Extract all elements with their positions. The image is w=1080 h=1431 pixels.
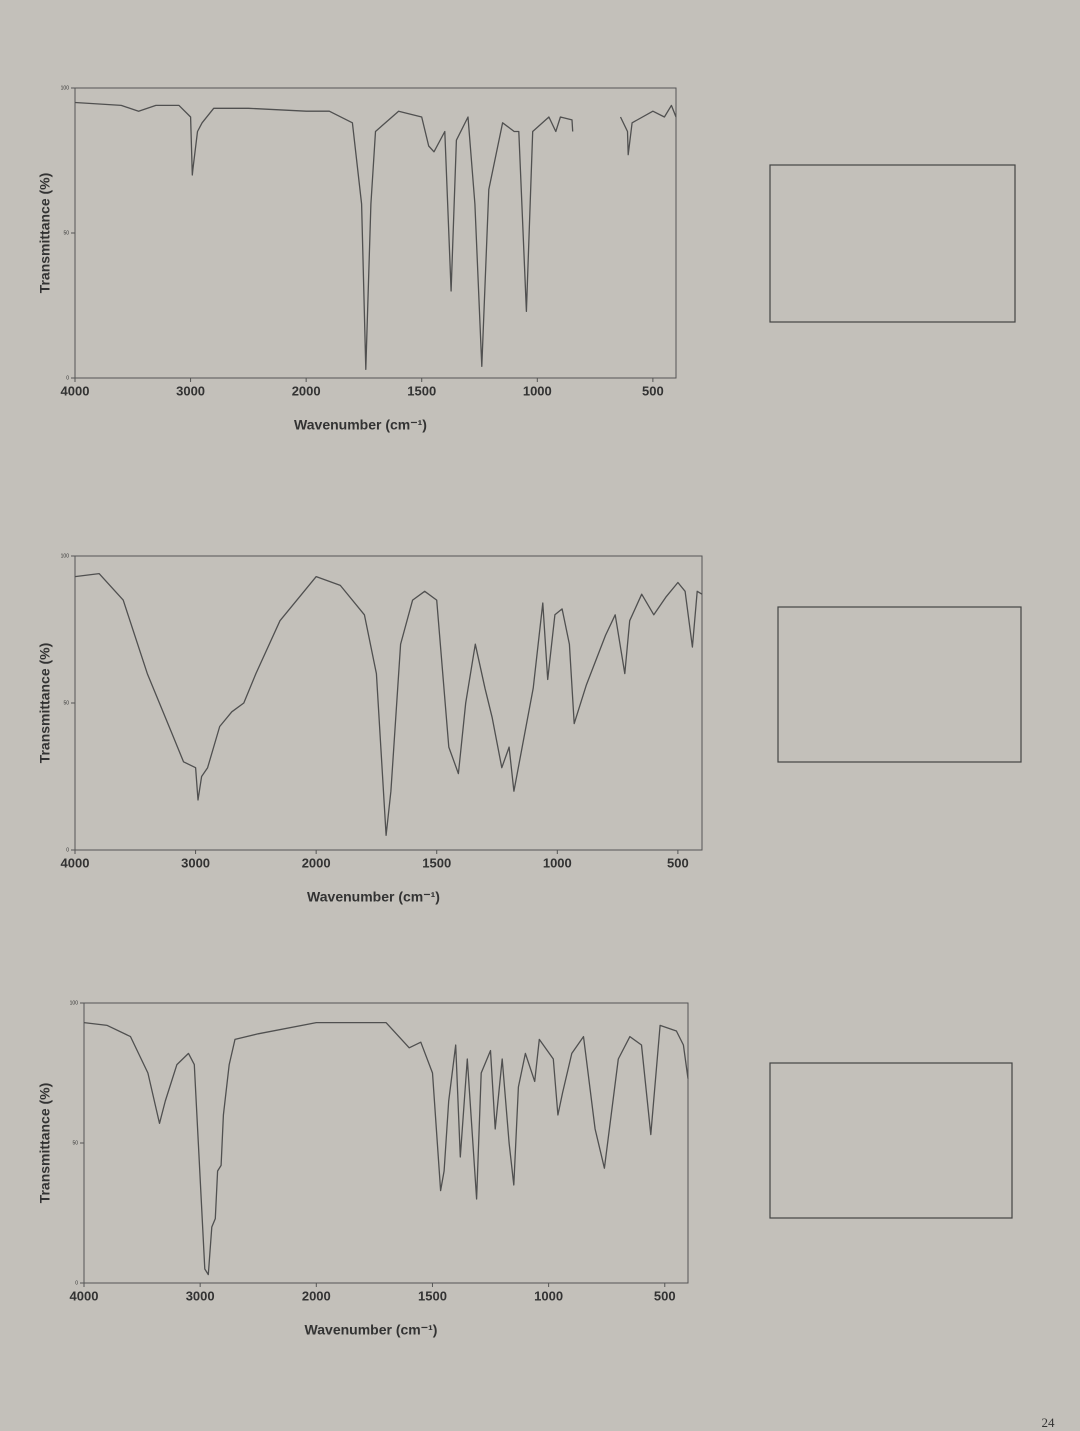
page-number: 24 — [1042, 1415, 1056, 1430]
x-tick-label: 1500 — [418, 1288, 447, 1303]
x-tick-label: 3000 — [176, 383, 205, 398]
x-tick-label: 1000 — [534, 1288, 563, 1303]
x-tick-label: 4000 — [61, 855, 90, 870]
x-tick-label: 2000 — [302, 1288, 331, 1303]
spectrum-line — [74, 101, 677, 370]
x-tick-label: 1500 — [422, 855, 451, 870]
y-tick-label: 50 — [72, 1140, 78, 1146]
x-tick-label: 1000 — [543, 855, 572, 870]
spectrum-line — [83, 1021, 689, 1276]
x-axis-title: Wavenumber (cm⁻¹) — [305, 1322, 438, 1338]
answer-box — [777, 606, 1022, 763]
spectrum-line — [74, 572, 703, 836]
x-tick-label: 4000 — [61, 383, 90, 398]
y-tick-label: 100 — [70, 1000, 79, 1006]
x-tick-label: 500 — [654, 1288, 676, 1303]
x-tick-label: 3000 — [186, 1288, 215, 1303]
answer-box — [769, 1062, 1013, 1219]
y-tick-label: 0 — [66, 847, 69, 853]
x-tick-label: 2000 — [302, 855, 331, 870]
x-tick-label: 1500 — [407, 383, 436, 398]
y-tick-label: 0 — [66, 375, 69, 381]
x-tick-label: 4000 — [70, 1288, 99, 1303]
x-tick-label: 2000 — [292, 383, 321, 398]
y-tick-label: 0 — [75, 1280, 78, 1286]
x-tick-label: 500 — [642, 383, 664, 398]
y-tick-label: 100 — [61, 85, 70, 91]
y-axis-title: Transmittance (%) — [37, 643, 53, 764]
x-tick-label: 3000 — [181, 855, 210, 870]
x-tick-label: 1000 — [523, 383, 552, 398]
answer-box — [769, 164, 1016, 323]
y-tick-label: 50 — [63, 230, 69, 236]
x-axis-title: Wavenumber (cm⁻¹) — [307, 889, 440, 905]
y-axis-title: Transmittance (%) — [37, 1083, 53, 1204]
y-axis-title: Transmittance (%) — [37, 173, 53, 294]
y-tick-label: 50 — [63, 700, 69, 706]
x-axis-title: Wavenumber (cm⁻¹) — [294, 417, 427, 433]
x-tick-label: 500 — [667, 855, 689, 870]
y-tick-label: 100 — [61, 553, 70, 559]
